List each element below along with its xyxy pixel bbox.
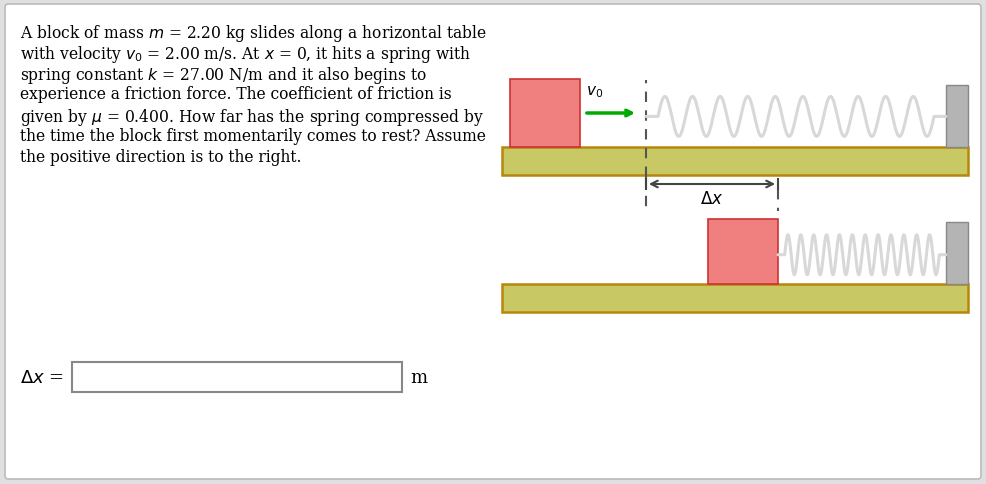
FancyBboxPatch shape bbox=[5, 5, 981, 479]
Text: A block of mass $m$ = 2.20 kg slides along a horizontal table: A block of mass $m$ = 2.20 kg slides alo… bbox=[20, 23, 487, 44]
Bar bbox=[946, 223, 968, 285]
Text: experience a friction force. The coefficient of friction is: experience a friction force. The coeffic… bbox=[20, 86, 452, 103]
Text: m: m bbox=[410, 368, 427, 386]
Text: $v_0$: $v_0$ bbox=[586, 84, 603, 100]
Text: given by $\mu$ = 0.400. How far has the spring compressed by: given by $\mu$ = 0.400. How far has the … bbox=[20, 107, 484, 128]
Bar bbox=[72, 362, 402, 392]
Text: with velocity $v_0$ = 2.00 m/s. At $x$ = 0, it hits a spring with: with velocity $v_0$ = 2.00 m/s. At $x$ =… bbox=[20, 44, 471, 65]
Text: the positive direction is to the right.: the positive direction is to the right. bbox=[20, 149, 302, 166]
Bar bbox=[708, 220, 778, 285]
Bar bbox=[502, 285, 968, 312]
Text: the time the block first momentarily comes to rest? Assume: the time the block first momentarily com… bbox=[20, 128, 486, 145]
Text: spring constant $k$ = 27.00 N/m and it also begins to: spring constant $k$ = 27.00 N/m and it a… bbox=[20, 65, 427, 86]
Text: $\Delta x$: $\Delta x$ bbox=[700, 191, 724, 208]
Bar bbox=[510, 80, 580, 148]
Text: $\Delta x$ =: $\Delta x$ = bbox=[20, 368, 64, 386]
Bar bbox=[502, 148, 968, 176]
Bar bbox=[946, 86, 968, 148]
